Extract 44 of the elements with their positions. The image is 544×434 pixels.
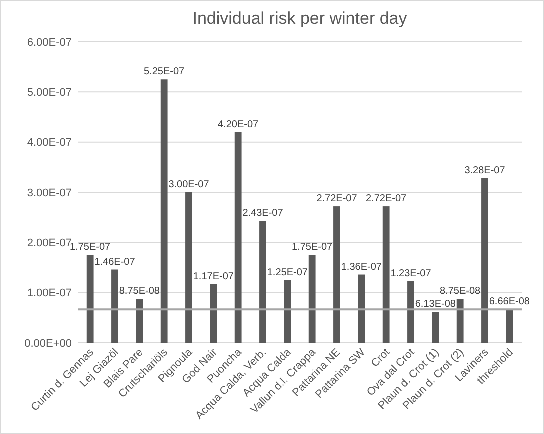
data-label: 3.00E-07 [168,180,210,190]
data-label: 1.23E-07 [390,268,432,280]
bar [308,255,316,343]
bar [334,206,340,343]
bar [432,312,440,343]
data-label: 8.75E-08 [440,286,482,298]
data-label: 1.25E-07 [267,267,308,278]
bar [482,178,488,343]
data-label: 1.75E-07 [70,242,112,254]
data-label: 2.72E-07 [316,194,358,205]
bar [358,274,366,343]
bar [506,310,514,343]
data-label: 1.17E-07 [193,271,234,282]
bar [86,255,94,343]
data-label: 6.13E-08 [415,299,456,310]
data-label: 1.75E-07 [292,242,334,254]
bar [112,270,118,343]
data-label: 8.75E-08 [119,286,160,298]
y-tick-label: 5.00E-07 [27,87,72,100]
data-label: 1.46E-07 [94,256,136,268]
bar [284,280,292,343]
bar [136,299,144,343]
data-label: 2.72E-07 [366,194,408,205]
bar [234,132,242,343]
data-label: 1.36E-07 [341,262,382,273]
data-label: 3.28E-07 [464,165,506,176]
bar [408,281,414,343]
y-tick-label: 2.00E-07 [27,238,72,250]
data-label: 5.25E-07 [144,66,186,78]
data-label: 4.20E-07 [218,119,260,130]
data-label: 2.43E-07 [242,208,284,220]
data-label: 6.66E-08 [489,296,530,308]
bar [260,221,266,343]
bar [186,192,192,343]
y-tick-label: 0.00E+00 [24,338,72,350]
bar [456,299,464,343]
chart-title: Individual risk per winter day [192,9,408,28]
y-tick-label: 4.00E-07 [27,137,72,150]
bar [210,284,218,343]
y-tick-label: 6.00E-07 [27,36,72,49]
bar [160,80,168,343]
bar [382,206,390,343]
y-tick-label: 1.00E-07 [27,288,72,300]
y-tick-label: 3.00E-07 [27,187,72,200]
